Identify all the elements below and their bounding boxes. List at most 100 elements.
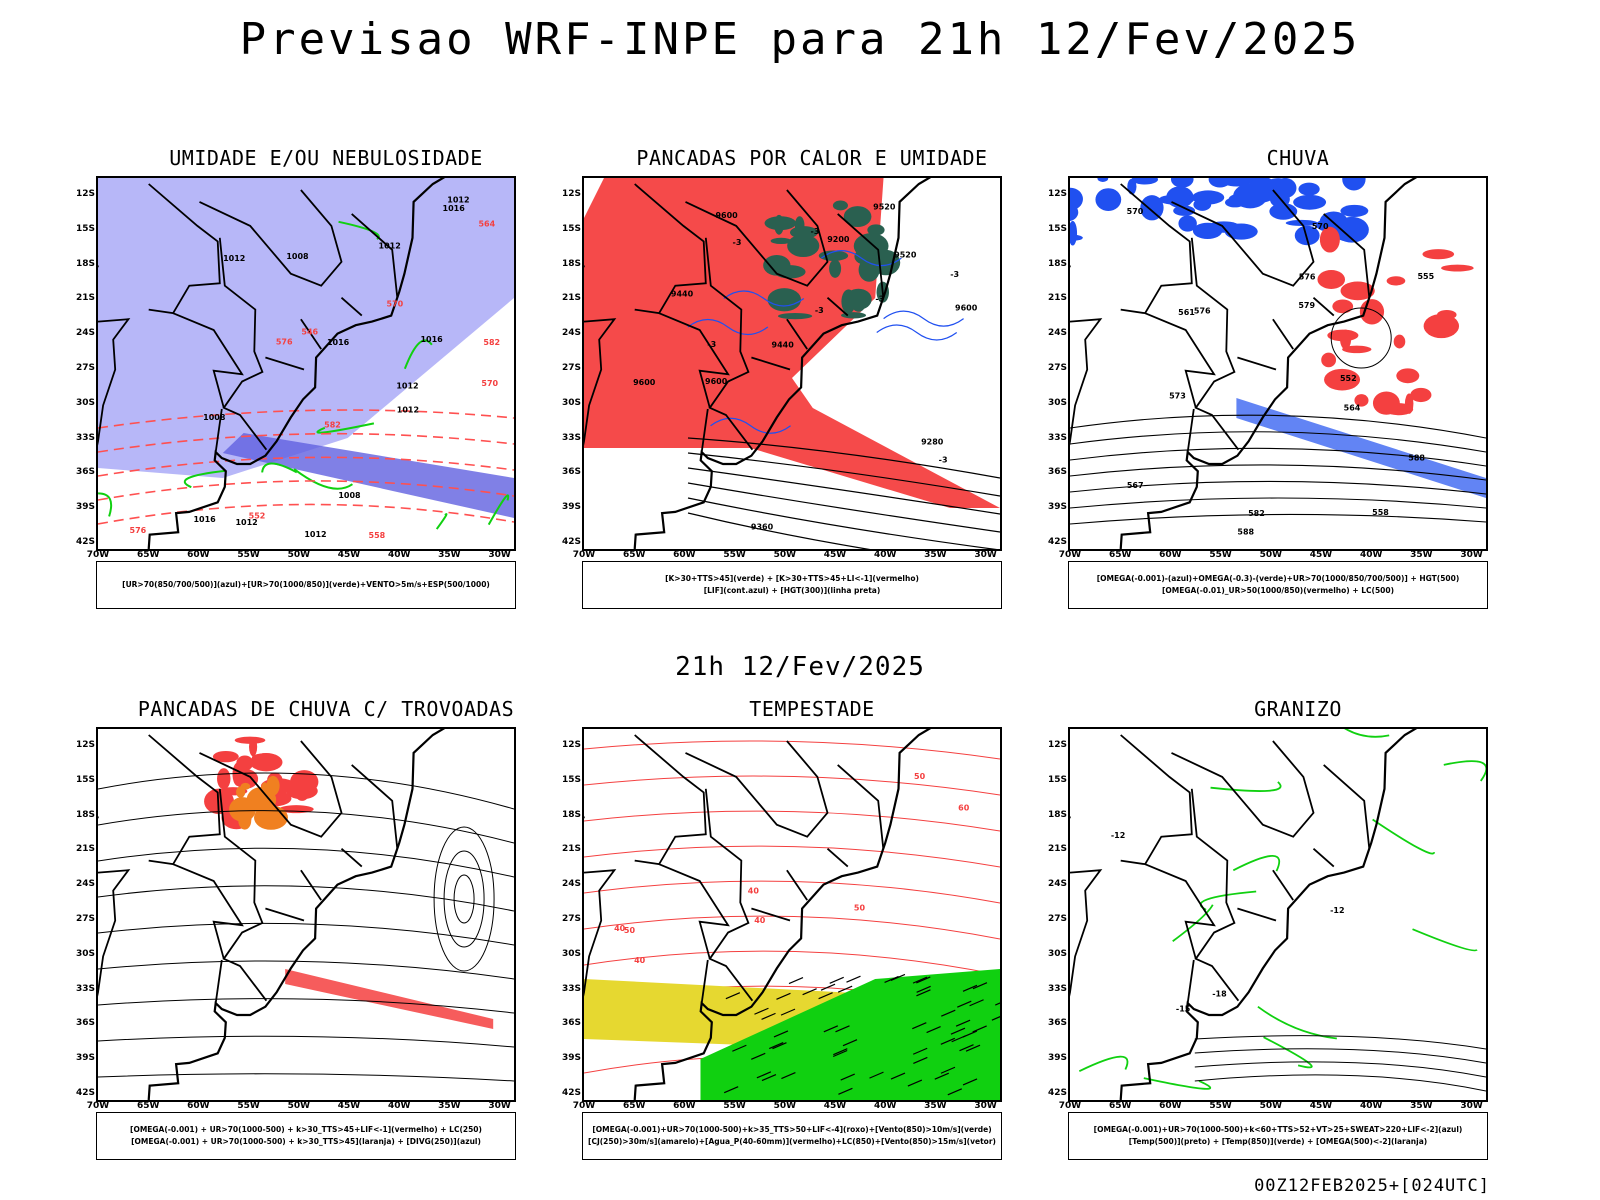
coastline	[1119, 178, 1418, 549]
lat-tick-label: 36S	[1047, 1018, 1067, 1029]
wind-vector	[818, 992, 833, 1000]
lif-contour	[883, 310, 964, 327]
lon-tick-label: 65W	[1108, 550, 1132, 560]
water-contour	[584, 880, 1000, 904]
omega-area	[1070, 220, 1078, 246]
map-frame: -12 -15 -18 -12	[1068, 727, 1488, 1102]
thunder-area	[212, 750, 239, 763]
hgt-contour	[687, 482, 1000, 533]
moisture-contour	[403, 339, 433, 370]
wind-vector	[832, 1049, 848, 1058]
state-border	[340, 297, 363, 317]
contour-label: -15	[1176, 1005, 1191, 1014]
lat-tick-label: 42S	[1047, 537, 1067, 547]
lat-tick-label: 33S	[561, 983, 581, 994]
state-border	[199, 740, 343, 838]
panel-title: TEMPESTADE	[749, 697, 875, 721]
rain-area	[1372, 391, 1400, 415]
lon-tick-label: 65W	[622, 1101, 646, 1111]
contour-label: 1012	[396, 382, 418, 391]
wind-vector	[995, 1002, 1000, 1006]
shower-area	[229, 797, 256, 822]
wind-vector	[751, 1052, 766, 1060]
state-border	[265, 356, 305, 371]
lat-tick-label: 36S	[75, 1018, 95, 1029]
contour-label: -18	[1212, 990, 1227, 999]
lat-tick-label: 15S	[1047, 774, 1067, 785]
lon-tick-label: 50W	[773, 550, 797, 560]
wind-vector	[957, 1000, 972, 1008]
contour-label: 9600	[633, 378, 656, 387]
legend-box: [OMEGA(-0.001) + UR>70(1000-500) + k>30_…	[96, 1112, 516, 1160]
lon-tick-label: 30W	[1460, 550, 1483, 560]
lat-tick-label: 18S	[75, 258, 95, 269]
k-index-area	[829, 259, 842, 278]
wind-vector	[772, 1042, 787, 1050]
contour-label: -3	[811, 227, 820, 236]
moisture-contour	[316, 422, 375, 434]
k-index-area	[767, 288, 802, 312]
contour-label: 1008	[338, 491, 361, 500]
lon-tick-label: 40W	[873, 1101, 897, 1111]
wind-vector	[725, 992, 741, 1000]
wind-vector	[916, 989, 931, 997]
wind-vector	[842, 1039, 858, 1047]
map-frame: 588 582 588 576 573 570 567 564 561 558 555 552 579 5…	[1068, 176, 1488, 551]
omega-area	[1173, 205, 1196, 216]
contour-label: 50	[854, 903, 866, 912]
contour-label: 1012	[223, 254, 245, 263]
wind-vector	[833, 1048, 848, 1056]
contour-label: 40	[634, 956, 646, 965]
wind-vector	[912, 1022, 927, 1030]
wind-vector	[950, 1027, 966, 1035]
contour-label: 9200	[827, 235, 850, 244]
map-svg: -12 -15 -18 -12	[1070, 729, 1486, 1100]
state-border	[700, 408, 709, 453]
temp500-contour	[1194, 1035, 1486, 1050]
wind-vector	[991, 1016, 1000, 1021]
panel-trovoadas: PANCADAS DE CHUVA C/ TROVOADAS [OMEGA(-0…	[76, 697, 576, 1182]
wind-vector	[890, 1072, 906, 1080]
lat-tick-label: 24S	[1047, 879, 1067, 890]
wind-vector	[916, 985, 931, 993]
moisture-contour	[487, 494, 510, 526]
contour-label: 1012	[235, 518, 257, 527]
omega-area	[1269, 203, 1298, 220]
lif-contour	[687, 318, 769, 336]
state-border	[98, 318, 131, 446]
temp850-contour	[1372, 818, 1436, 855]
wind-vector	[732, 1044, 747, 1052]
lat-tick-label: 12S	[75, 189, 95, 199]
lat-tick-label: 12S	[1047, 189, 1067, 199]
state-border	[584, 869, 617, 997]
lat-tick-label: 27S	[1047, 363, 1067, 373]
k-index-area	[787, 234, 820, 258]
temp500-contour	[1194, 1048, 1486, 1064]
temp850-contour	[1257, 1005, 1337, 1040]
state-border	[658, 312, 730, 409]
lon-tick-label: 55W	[237, 550, 260, 560]
thickness-contour	[98, 456, 514, 477]
lon-tick-label: 60W	[673, 1101, 696, 1111]
panel-title: PANCADAS POR CALOR E UMIDADE	[636, 146, 988, 170]
panel-title: UMIDADE E/OU NEBULOSIDADE	[169, 146, 483, 170]
lon-tick-label: 60W	[1159, 550, 1182, 560]
omega-area	[1140, 195, 1164, 221]
state-border	[98, 869, 131, 997]
state-border	[1237, 356, 1277, 371]
contour-label: 50	[914, 772, 926, 781]
vortex-streamline	[443, 850, 485, 948]
lat-tick-label: 30S	[75, 948, 95, 959]
wind-vector	[756, 1071, 772, 1079]
rain-area	[1332, 299, 1354, 314]
wind-vector	[838, 1087, 853, 1095]
lon-tick-label: 30W	[974, 1101, 997, 1111]
lat-tick-label: 30S	[1047, 948, 1067, 959]
contour-label: 60	[958, 803, 970, 812]
omega-area	[1097, 178, 1109, 182]
contour-label: 567	[1127, 481, 1144, 490]
contour-label: 9600	[705, 377, 728, 386]
state-border	[786, 869, 808, 901]
contour-label: -3	[815, 306, 824, 315]
contour-label: 9440	[671, 290, 694, 299]
